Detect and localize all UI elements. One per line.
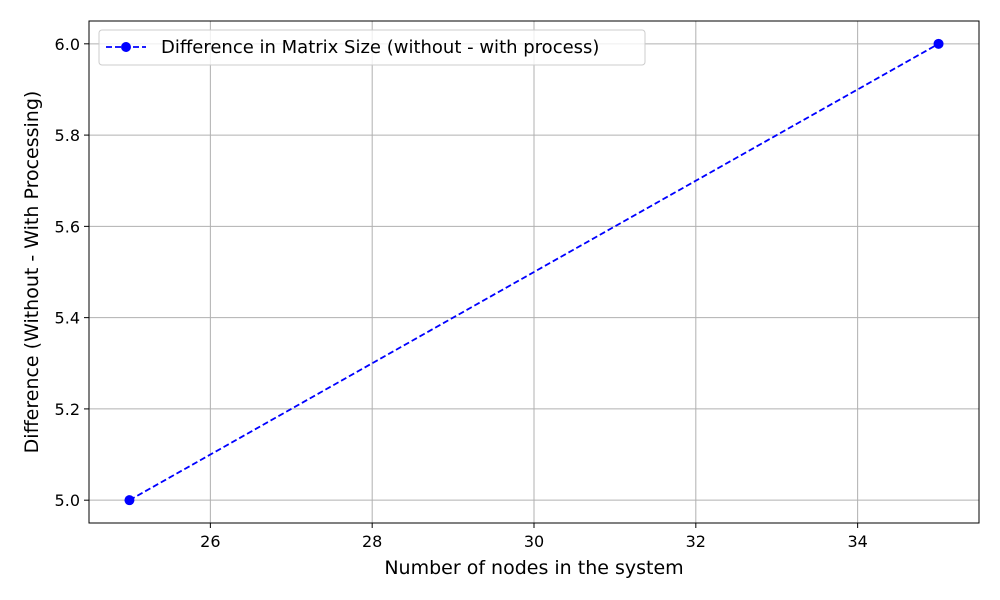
data-point	[124, 495, 135, 506]
y-tick-label: 5.4	[55, 309, 80, 328]
legend-label: Difference in Matrix Size (without - wit…	[161, 37, 599, 58]
ticks: 26 28 30 32 34 5.0 5.2 5.4 5.6 5.8 6.0	[55, 35, 868, 551]
y-tick-label: 5.8	[55, 126, 80, 145]
x-tick-label: 26	[200, 532, 220, 551]
legend-marker	[121, 42, 131, 52]
x-tick-label: 32	[686, 532, 706, 551]
y-tick-label: 5.2	[55, 400, 80, 419]
x-tick-label: 28	[362, 532, 382, 551]
x-axis-label: Number of nodes in the system	[384, 557, 683, 579]
y-tick-label: 5.6	[55, 217, 80, 236]
series-layer	[124, 38, 944, 506]
series-line	[129, 43, 939, 501]
y-tick-label: 6.0	[55, 35, 80, 54]
x-tick-label: 30	[524, 532, 544, 551]
y-axis-label: Difference (Without - With Processing)	[21, 91, 43, 454]
x-tick-label: 34	[847, 532, 867, 551]
data-point	[933, 38, 944, 49]
legend-box	[98, 29, 646, 66]
legend: Difference in Matrix Size (without - wit…	[98, 29, 646, 66]
y-tick-label: 5.0	[55, 491, 80, 510]
